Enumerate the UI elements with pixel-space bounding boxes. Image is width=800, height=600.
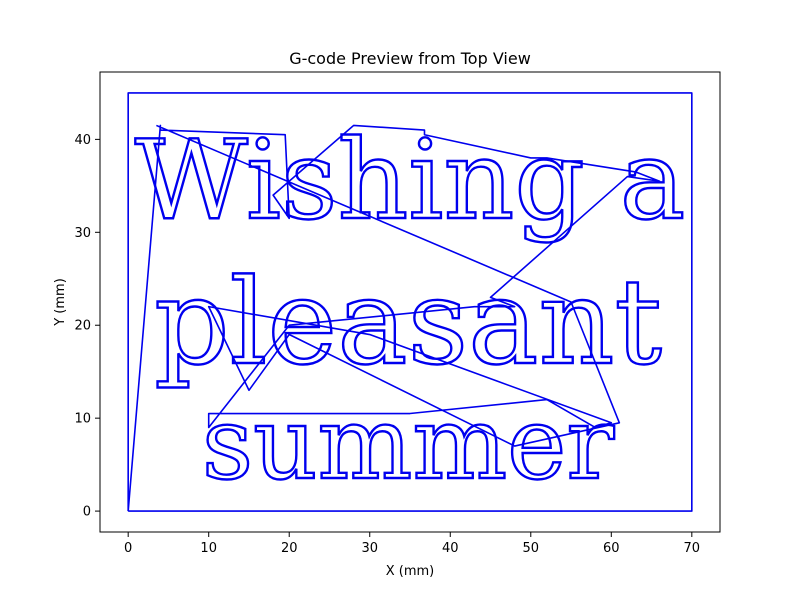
engraved-line-2: pleasant [154,253,662,391]
plot-area [127,92,693,512]
x-tick-label: 40 [442,541,459,556]
x-tick-label: 20 [281,541,298,556]
x-tick-label: 60 [603,541,620,556]
y-tick-label: 40 [74,133,91,148]
x-tick-label: 30 [361,541,378,556]
x-tick-label: 10 [200,541,217,556]
y-tick-label: 30 [74,226,91,241]
x-axis: 0 10 20 30 40 50 60 70 [124,532,700,556]
y-axis-label: Y (mm) [53,278,68,327]
x-tick-label: 0 [124,541,132,556]
x-tick-label: 50 [523,541,540,556]
x-tick-label: 70 [684,541,701,556]
y-tick-label: 10 [74,412,91,427]
engraved-line-3: summer [202,385,615,502]
toolpath-series-2 [127,124,661,512]
toolpath-series-1 [127,92,693,512]
axes-frame [99,71,721,533]
engraved-line-1: Wishing a [135,116,686,244]
engraved-text-group: Wishing a pleasant summer [134,115,687,503]
y-axis: 0 10 20 30 40 [74,133,100,520]
y-tick-label: 20 [74,319,91,334]
x-axis-label: X (mm) [386,564,435,579]
y-tick-label: 0 [83,505,91,520]
chart-title: G-code Preview from Top View [289,49,531,68]
